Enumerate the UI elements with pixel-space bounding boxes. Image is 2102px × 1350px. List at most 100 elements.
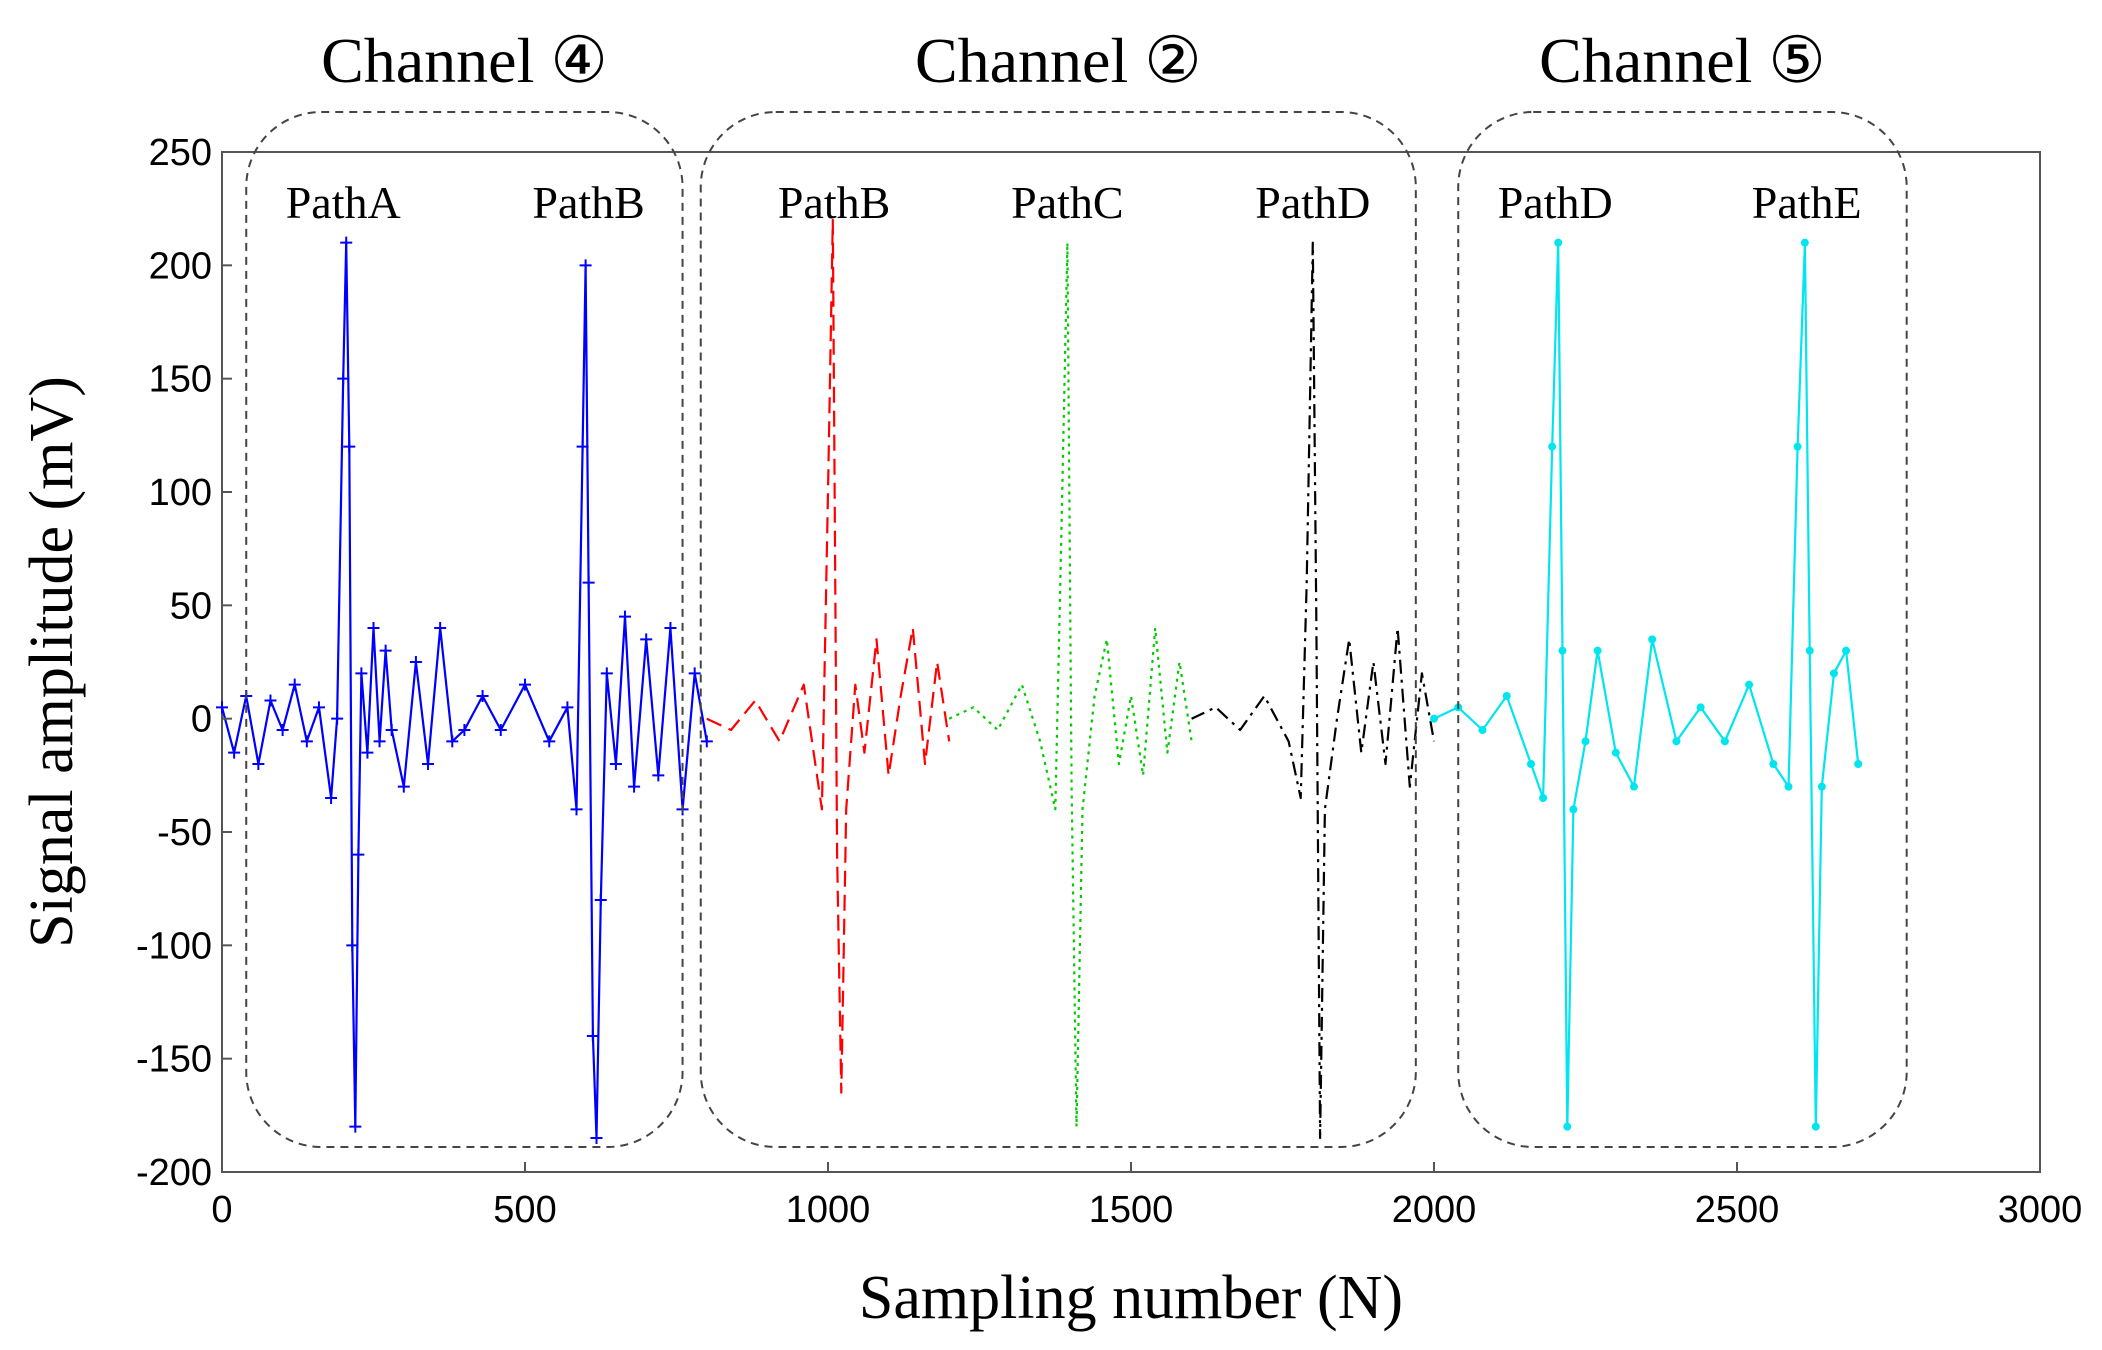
data-point xyxy=(434,622,447,634)
data-point xyxy=(373,735,386,748)
data-point xyxy=(1526,760,1535,768)
x-axis-title: Sampling number (N) xyxy=(859,1264,1403,1332)
data-point xyxy=(1569,805,1578,814)
x-tick-label: 1000 xyxy=(786,1189,871,1231)
data-point xyxy=(1672,737,1681,746)
y-tick-label: -200 xyxy=(136,1152,212,1194)
data-point xyxy=(458,724,471,736)
x-tick-label: 2500 xyxy=(1695,1189,1780,1231)
data-point xyxy=(352,848,365,861)
series-line xyxy=(1191,241,1436,1140)
path-label: PathA xyxy=(286,177,401,228)
data-point xyxy=(343,440,356,453)
series-0 xyxy=(216,236,713,1144)
channel-title: Channel ④ xyxy=(321,25,608,96)
y-tick-label: 100 xyxy=(149,472,212,514)
data-point xyxy=(1611,748,1620,757)
data-point xyxy=(1558,646,1567,655)
data-point xyxy=(325,792,338,804)
data-point xyxy=(579,259,592,272)
data-point xyxy=(543,735,556,748)
data-point xyxy=(397,780,410,793)
plot-area xyxy=(221,151,2041,1173)
y-tick-label: 0 xyxy=(191,699,212,741)
data-point xyxy=(1554,238,1563,247)
data-point xyxy=(586,1030,599,1042)
series-line xyxy=(1433,241,1860,1128)
data-point xyxy=(1793,442,1802,451)
data-point xyxy=(700,735,713,748)
data-point xyxy=(688,667,701,680)
data-point xyxy=(385,724,398,736)
data-point xyxy=(422,758,435,770)
data-point xyxy=(1478,726,1487,734)
data-point xyxy=(1696,703,1705,712)
data-point xyxy=(276,724,289,736)
data-point xyxy=(1800,238,1809,247)
data-point xyxy=(561,701,574,714)
data-point xyxy=(1842,646,1851,655)
data-point xyxy=(1854,760,1863,768)
data-point xyxy=(252,758,265,770)
data-point xyxy=(367,622,380,634)
data-point xyxy=(1829,669,1838,678)
data-point xyxy=(652,769,665,782)
data-point xyxy=(600,667,613,680)
data-point xyxy=(228,746,241,759)
data-point xyxy=(609,758,622,770)
data-point xyxy=(1720,737,1729,746)
y-tick-label: -100 xyxy=(136,925,212,967)
y-tick-label: 250 xyxy=(149,132,212,174)
x-tick-label: 1500 xyxy=(1089,1189,1174,1231)
data-point xyxy=(1784,782,1793,791)
data-point xyxy=(1629,782,1638,791)
data-point xyxy=(379,644,392,657)
y-tick-label: 50 xyxy=(170,585,212,627)
data-point xyxy=(476,690,489,702)
data-point xyxy=(1581,737,1590,746)
x-tick-label: 500 xyxy=(493,1189,556,1231)
data-point xyxy=(1745,680,1754,689)
data-point xyxy=(494,724,507,736)
data-point xyxy=(1563,1122,1572,1131)
data-point xyxy=(409,656,422,668)
data-point xyxy=(288,678,301,691)
data-point xyxy=(1548,442,1557,451)
data-point xyxy=(331,712,344,725)
data-point xyxy=(1769,760,1778,768)
data-point xyxy=(576,440,589,453)
path-label: PathD xyxy=(1498,177,1613,228)
path-label: PathC xyxy=(1011,177,1123,228)
data-point xyxy=(446,735,459,748)
channel-box xyxy=(1457,111,1908,1148)
series-1 xyxy=(706,218,951,1094)
y-tick-label: 200 xyxy=(149,245,212,287)
data-point xyxy=(1539,794,1548,802)
series-line xyxy=(706,218,951,1094)
data-point xyxy=(355,667,368,680)
data-point xyxy=(300,735,313,748)
data-point xyxy=(346,939,359,952)
path-label: PathB xyxy=(532,177,644,228)
data-point xyxy=(590,1132,603,1144)
x-tick-label: 0 xyxy=(211,1189,232,1231)
y-axis-title: Signal amplitude (mV) xyxy=(18,376,86,948)
data-point xyxy=(640,633,653,646)
data-point xyxy=(664,622,677,634)
channel-box xyxy=(245,111,684,1148)
data-point xyxy=(361,746,374,759)
path-label: PathB xyxy=(778,177,890,228)
data-point xyxy=(594,894,607,906)
data-point xyxy=(1805,646,1814,655)
data-point xyxy=(1817,782,1826,791)
series-line xyxy=(948,241,1193,1128)
series-2 xyxy=(948,241,1193,1128)
data-point xyxy=(628,780,641,793)
series-4 xyxy=(1430,238,1863,1131)
x-tick-label: 3000 xyxy=(1998,1189,2083,1231)
data-point xyxy=(264,694,277,707)
series-3 xyxy=(1191,241,1436,1140)
y-tick-label: -50 xyxy=(157,812,212,854)
data-point xyxy=(337,372,350,385)
